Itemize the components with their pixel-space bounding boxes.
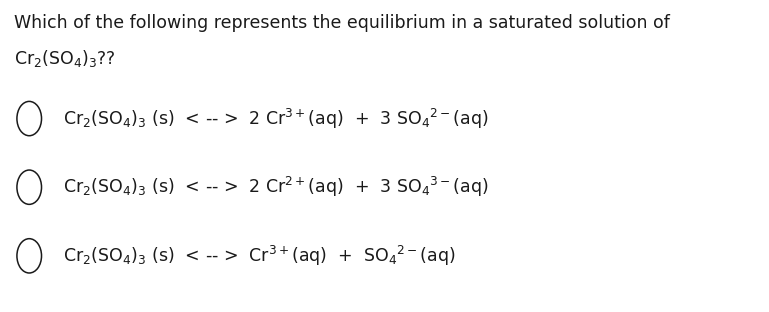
- Text: Cr$_2$(SO$_4$)$_3$ (s)  < -- >  Cr$^{3+}$(aq)  +  SO$_4$$^{2-}$(aq): Cr$_2$(SO$_4$)$_3$ (s) < -- > Cr$^{3+}$(…: [63, 244, 455, 268]
- Text: Which of the following represents the equilibrium in a saturated solution of: Which of the following represents the eq…: [14, 14, 670, 32]
- Text: Cr$_2$(SO$_4$)$_3$??: Cr$_2$(SO$_4$)$_3$??: [14, 48, 115, 69]
- Text: Cr$_2$(SO$_4$)$_3$ (s)  < -- >  2 Cr$^{3+}$(aq)  +  3 SO$_4$$^{2-}$(aq): Cr$_2$(SO$_4$)$_3$ (s) < -- > 2 Cr$^{3+}…: [63, 106, 488, 131]
- Text: Cr$_2$(SO$_4$)$_3$ (s)  < -- >  2 Cr$^{2+}$(aq)  +  3 SO$_4$$^{3-}$(aq): Cr$_2$(SO$_4$)$_3$ (s) < -- > 2 Cr$^{2+}…: [63, 175, 488, 199]
